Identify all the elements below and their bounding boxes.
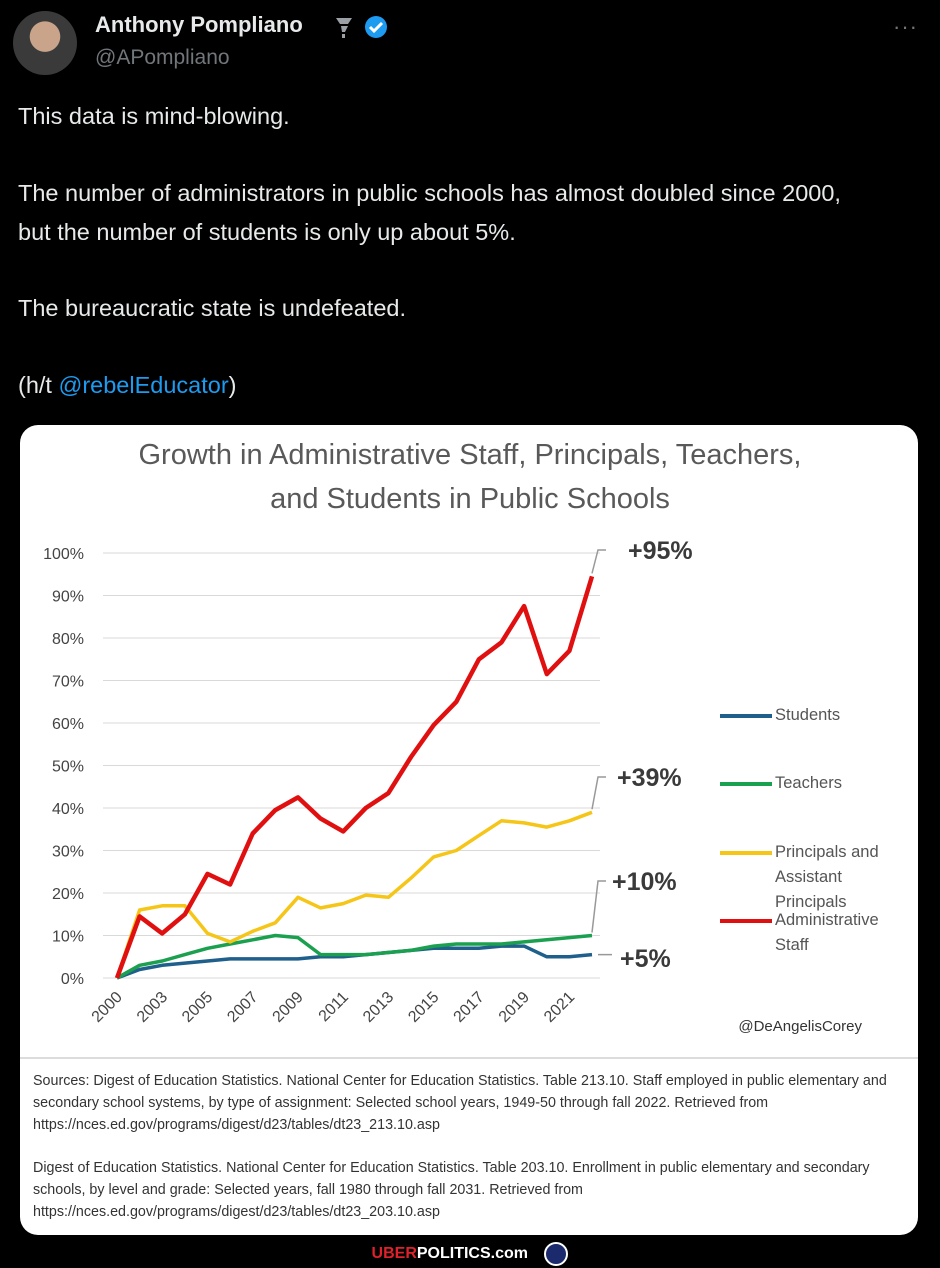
title-box: Growth in Administrative Staff, Principa… [138,439,802,515]
y-tick-label: 50% [52,759,84,776]
tweet-hat-tip: (h/t @rebelEducator) [18,366,898,405]
tweet-paragraph: The bureaucratic state is undefeated. [18,295,406,321]
card-background [20,425,918,1235]
legend-box: Teachers [775,774,842,792]
legend-label: Principals and Assistant Principals [775,843,879,911]
sources-box: Digest of Education Statistics. National… [33,1160,870,1220]
legend-label: Teachers [775,774,842,792]
y-tick-label: 30% [52,844,84,861]
mention-link[interactable]: @rebelEducator [58,372,229,398]
credit: @DeAngelisCorey [738,1018,862,1035]
y-tick-label: 0% [61,971,84,988]
y-tick-label: 60% [52,716,84,733]
more-menu[interactable]: ··· [893,14,918,39]
annotation: +5% [620,945,671,973]
legend-box: Students [775,706,841,724]
series-line [114,575,595,979]
y-tick-label: 20% [52,886,84,903]
text: (h/t [18,372,59,398]
tweet-paragraph: This data is mind-blowing. [18,103,290,129]
y-tick-label: 90% [52,589,84,606]
y-tick-label: 80% [52,631,84,648]
y-tick-label: 100% [43,546,84,563]
brand: UBER [371,1245,417,1262]
tweet-paragraph: The number of administrators in public s… [18,180,841,245]
annotation: +95% [628,537,693,565]
badges [336,16,387,38]
legend-box: Principals and Assistant Principals [775,843,879,911]
annotation: +39% [617,764,682,792]
legend-label: Students [775,706,841,724]
brand: POLITICS.com [416,1245,528,1262]
source-text: Digest of Education Statistics. National… [33,1160,870,1220]
y-tick-label: 10% [52,929,84,946]
annotation-leader [591,776,606,810]
sources-box: Sources: Digest of Education Statistics.… [33,1073,887,1133]
logo [544,1241,569,1266]
footer: UBERPOLITICS.com [0,1240,940,1268]
source-text: Sources: Digest of Education Statistics.… [33,1073,887,1133]
y-tick-label: 40% [52,801,84,818]
y-tick-label: 70% [52,674,84,691]
annotation-leader [591,880,606,933]
check [368,21,384,34]
legend-label: Administrative Staff [775,911,879,954]
chart-card: Growth in Administrative Staff, Principa… [20,425,918,1235]
author-name[interactable]: Anthony Pompliano [95,12,303,37]
avatar[interactable] [13,11,77,75]
series-line [115,810,593,979]
emoji [336,18,352,38]
series-line [116,933,593,980]
legend-box: Administrative Staff [775,911,879,954]
text: ) [228,372,237,398]
annotation: +10% [612,868,677,896]
annotation-leader [591,549,606,574]
chart-title: Growth in Administrative Staff, Principa… [138,439,802,515]
author-handle[interactable]: @APompliano [95,46,230,69]
